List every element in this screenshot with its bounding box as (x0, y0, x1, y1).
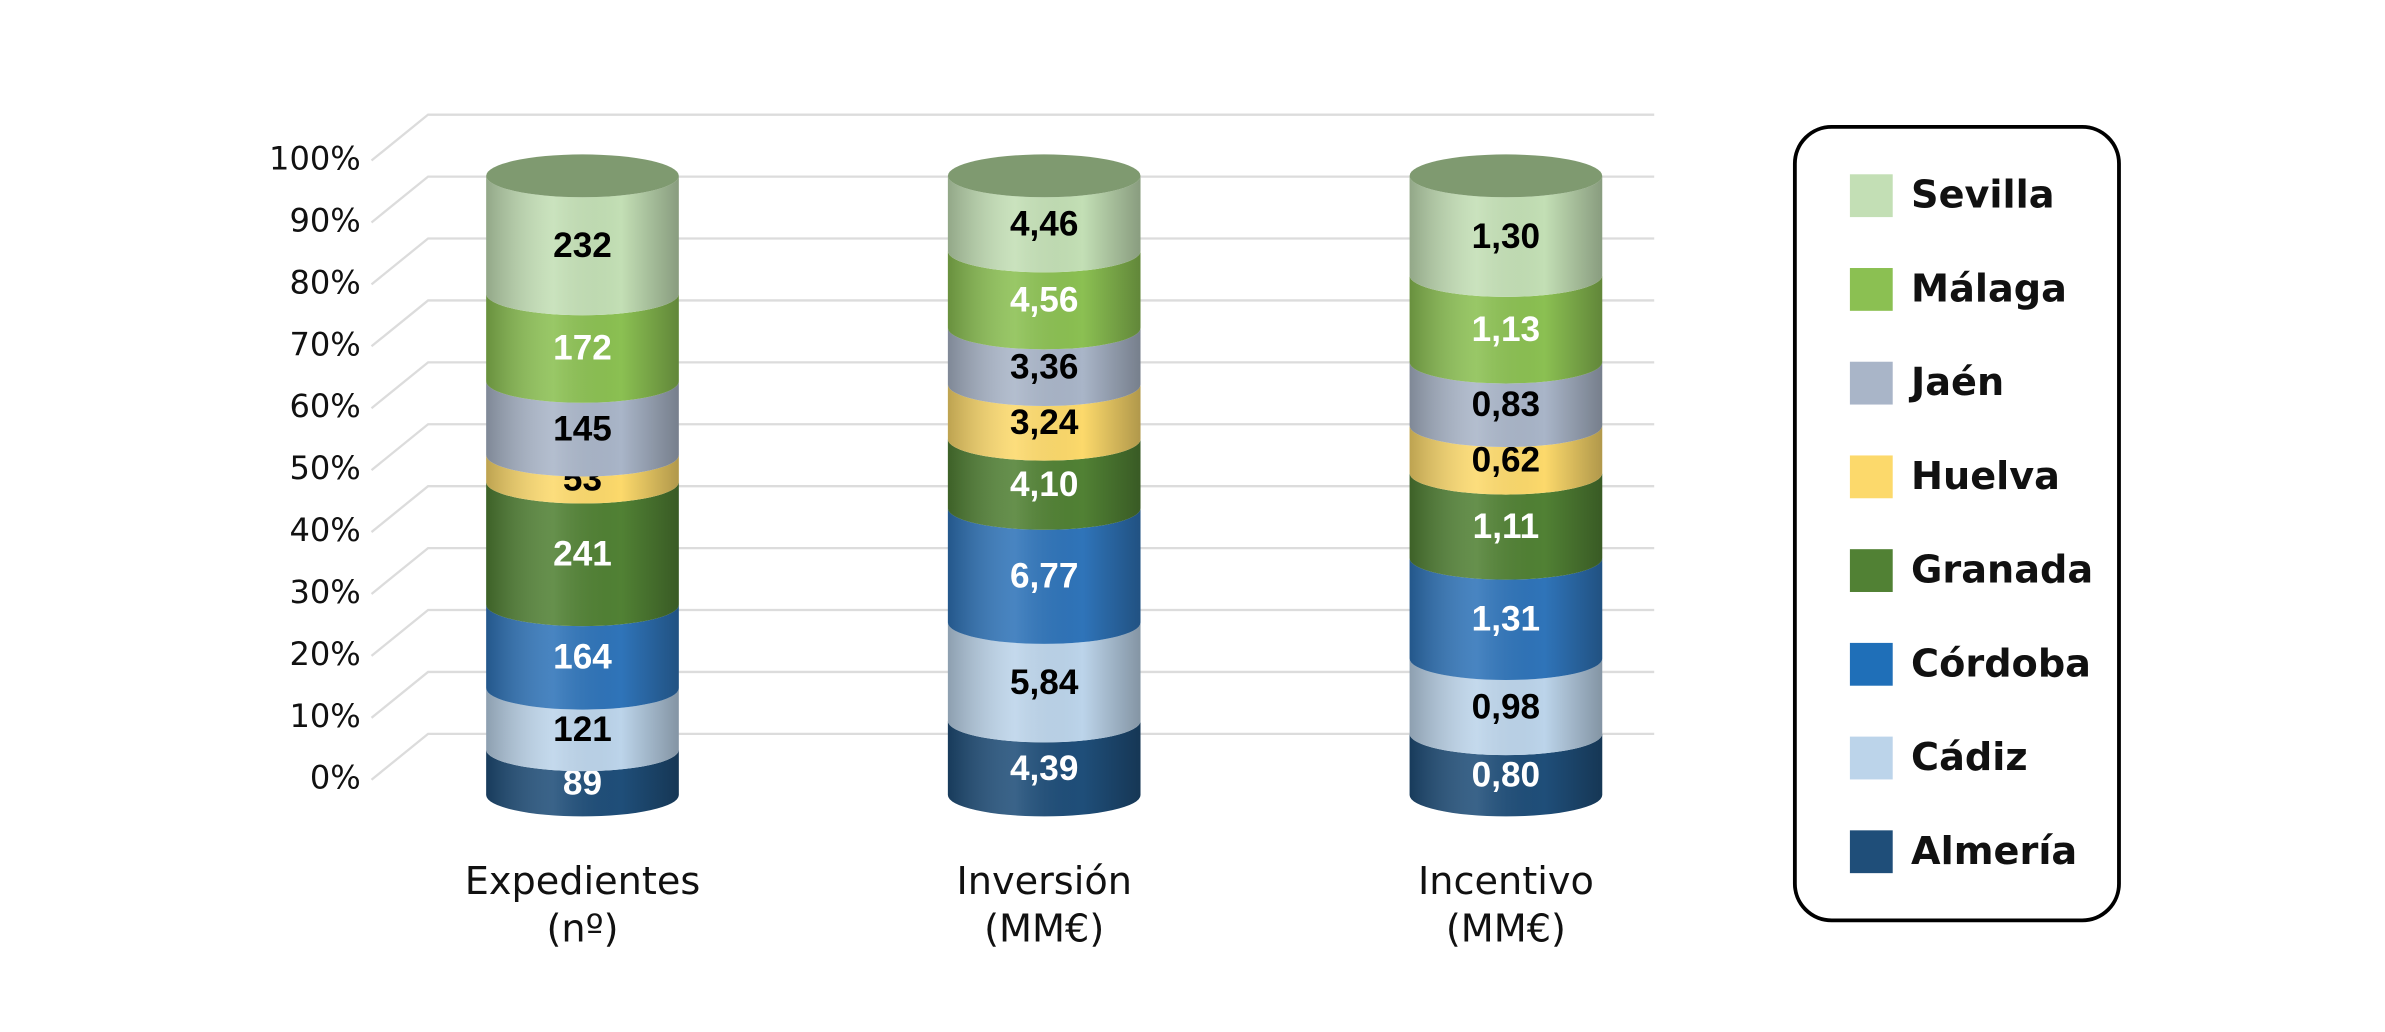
x-category-label: Inversión (956, 860, 1131, 904)
legend-label: Almería (1911, 830, 2077, 874)
segment-shade (947, 251, 1141, 350)
segment-shade (1409, 362, 1603, 448)
grid-line (370, 732, 1655, 781)
y-tick-label: 30% (289, 573, 360, 611)
value-label: 4,56 (1010, 281, 1078, 320)
segment-shade (947, 175, 1141, 273)
y-tick-label: 70% (289, 325, 360, 363)
legend-label: Huelva (1911, 455, 2060, 499)
value-label: 164 (553, 638, 612, 677)
y-tick-label: 40% (289, 511, 360, 549)
segment-shade (947, 622, 1141, 743)
value-label: 1,11 (1473, 507, 1539, 546)
segment-shade (486, 482, 679, 627)
cylinder-top (947, 154, 1141, 198)
segment-shade (947, 384, 1141, 461)
x-category-label: Incentivo (1418, 860, 1594, 904)
segment-shade (947, 508, 1141, 644)
y-tick-label: 90% (289, 201, 360, 239)
value-label: 0,83 (1472, 385, 1540, 424)
segment-shade (947, 720, 1141, 817)
segment-shade (486, 293, 679, 403)
segment-shade (1409, 558, 1603, 681)
grid-line (370, 299, 1655, 348)
y-tick-label: 10% (289, 697, 360, 735)
segment-shade (1409, 658, 1603, 756)
legend-box (1792, 124, 2121, 923)
segment-shade (486, 688, 679, 772)
segment-shade (486, 749, 679, 817)
legend-label: Cádiz (1911, 736, 2028, 780)
value-label: 1,31 (1472, 600, 1540, 639)
x-category-label: (MM€) (1446, 908, 1566, 952)
value-label: 232 (553, 226, 612, 265)
value-label: 6,77 (1010, 557, 1078, 596)
cylinder-top (1409, 154, 1603, 198)
segment-shade (486, 381, 679, 477)
grid-line (370, 423, 1655, 472)
y-tick-label: 80% (289, 263, 360, 301)
legend-label: Jaén (1908, 361, 2004, 405)
legend-swatch (1849, 174, 1893, 218)
legend-label: Córdoba (1911, 642, 2091, 686)
segment-shade (1409, 733, 1603, 817)
y-tick-label: 50% (289, 449, 360, 487)
value-label: 172 (553, 329, 612, 368)
grid-line (370, 113, 1655, 162)
legend-label: Sevilla (1911, 174, 2054, 218)
grid-line (370, 670, 1655, 719)
legend-swatch (1849, 549, 1893, 592)
grid-line (370, 485, 1655, 533)
segment-shade (1409, 473, 1603, 580)
x-category-label: Expedientes (465, 860, 701, 904)
segment-shade (1409, 175, 1603, 297)
value-label: 0,98 (1472, 687, 1540, 726)
y-tick-label: 60% (289, 387, 360, 425)
cylinder-top (486, 154, 679, 198)
segment-shade (947, 327, 1141, 406)
value-label: 0,80 (1472, 755, 1540, 794)
value-label: 4,10 (1010, 465, 1078, 504)
y-tick-label: 100% (269, 140, 361, 178)
value-label: 1,30 (1472, 217, 1540, 256)
value-label: 241 (553, 535, 612, 574)
segment-shade (486, 455, 679, 504)
legend-swatch (1849, 455, 1893, 499)
grid-line (370, 546, 1655, 595)
segment-shade (486, 175, 679, 316)
segment-shade (486, 604, 679, 710)
legend-label: Málaga (1911, 267, 2067, 311)
value-label: 1,13 (1472, 310, 1540, 349)
x-category-label: (nº) (546, 908, 618, 952)
value-label: 5,84 (1010, 663, 1079, 702)
legend-swatch (1849, 830, 1893, 874)
value-label: 3,24 (1010, 403, 1079, 442)
segment-shade (1409, 275, 1603, 384)
value-label: 3,36 (1010, 347, 1078, 386)
segment-shade (947, 439, 1141, 530)
value-label: 4,39 (1010, 749, 1078, 788)
x-category-label: (MM€) (984, 908, 1104, 952)
value-label: 4,46 (1010, 205, 1078, 244)
y-tick-label: 20% (289, 635, 360, 673)
legend-swatch (1849, 361, 1893, 405)
segment-shade (1409, 425, 1603, 495)
grid-line (370, 237, 1655, 286)
legend-label: Granada (1911, 549, 2093, 593)
grid-line (370, 175, 1655, 224)
legend-swatch (1849, 736, 1893, 780)
value-label: 121 (553, 710, 612, 749)
value-label: 145 (553, 409, 612, 448)
legend-swatch (1849, 268, 1893, 311)
grid-line (370, 361, 1655, 410)
legend-swatch (1849, 642, 1893, 686)
grid-line (370, 608, 1655, 657)
y-tick-label: 0% (310, 759, 361, 797)
